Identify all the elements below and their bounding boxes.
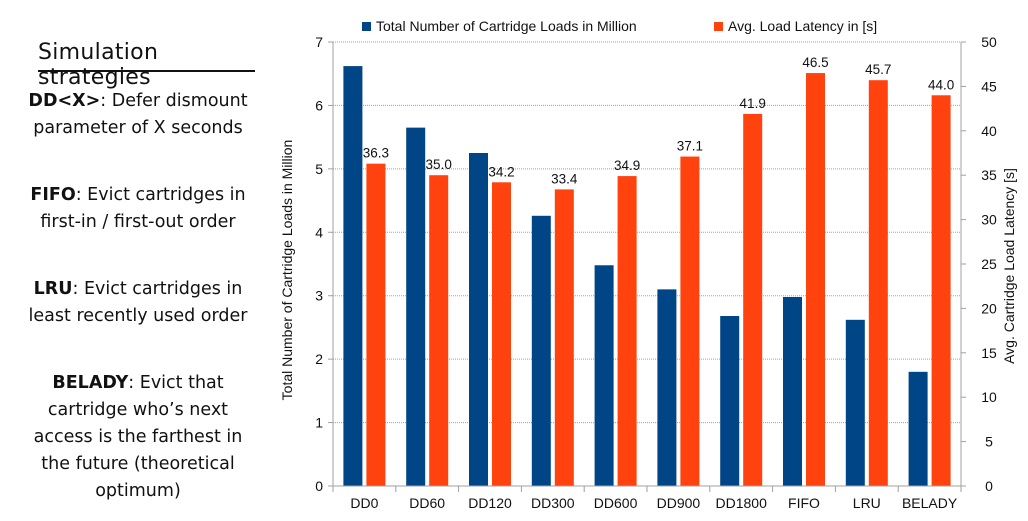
x-tick-label: DD120	[468, 495, 512, 511]
y-tick-label: 4	[315, 224, 323, 240]
data-label: 45.7	[865, 62, 891, 77]
bar-cartridge-loads	[908, 371, 928, 486]
y2-tick-label: 30	[981, 212, 997, 228]
legend-label-cartridge-loads: Total Number of Cartridge Loads in Milli…	[376, 18, 637, 34]
bar-load-latency	[743, 113, 763, 486]
bar-cartridge-loads	[531, 215, 551, 486]
data-label: 37.1	[677, 139, 703, 154]
legend-swatch-cartridge-loads	[362, 22, 371, 31]
strategy-dd: DD<X>: Defer dismount parameter of X sec…	[20, 88, 256, 142]
bar-cartridge-loads	[343, 66, 363, 487]
bar-load-latency	[554, 189, 574, 486]
strategy-name: BELADY	[52, 373, 129, 393]
strategy-name: LRU	[33, 279, 73, 299]
data-label: 33.4	[551, 171, 578, 186]
bar-load-latency	[806, 73, 825, 486]
x-tick-label: DD300	[531, 495, 575, 511]
x-tick-label: DD900	[657, 495, 701, 511]
bar-cartridge-loads	[783, 296, 802, 486]
bar-load-latency	[680, 156, 700, 486]
legend-swatch-load-latency	[714, 22, 723, 31]
y2-tick-label: 35	[981, 167, 997, 183]
x-tick-label: DD1800	[716, 495, 768, 511]
x-tick-label: DD600	[594, 495, 638, 511]
strategy-description: : Defer dismount parameter of X seconds	[33, 91, 248, 138]
data-label: 34.2	[488, 164, 514, 179]
bar-load-latency	[868, 80, 888, 487]
y-tick-label: 0	[315, 478, 323, 494]
strategies-title: Simulation strategies	[38, 40, 159, 90]
strategies-panel: Simulation strategies DD<X>: Defer dismo…	[0, 0, 270, 521]
strategy-name: DD<X>	[28, 91, 101, 111]
y-tick-label: 6	[315, 97, 323, 113]
strategy-name: FIFO	[30, 185, 76, 205]
data-label: 34.9	[614, 158, 640, 173]
title-underline	[38, 70, 255, 72]
strategy-belady: BELADY: Evict that cartridge who’s next …	[20, 370, 256, 505]
y2-axis-title: Avg. Cartridge Load Latency [s]	[1001, 168, 1017, 364]
y2-tick-label: 20	[981, 300, 997, 316]
x-tick-label: DD0	[350, 495, 378, 511]
y2-tick-label: 5	[985, 434, 993, 450]
x-tick-label: LRU	[853, 495, 881, 511]
bar-load-latency	[931, 95, 951, 486]
data-label: 36.3	[363, 146, 389, 161]
y2-tick-label: 0	[985, 478, 993, 494]
y2-tick-label: 10	[981, 389, 997, 405]
bar-cartridge-loads	[406, 127, 426, 486]
strategy-fifo: FIFO: Evict cartridges in first-in / fir…	[20, 182, 256, 236]
bar-cartridge-loads	[845, 319, 865, 486]
strategy-description: : Evict cartridges in least recently use…	[28, 279, 248, 326]
data-label: 35.0	[426, 157, 452, 172]
bar-cartridge-loads	[594, 265, 614, 486]
y2-tick-label: 40	[981, 123, 997, 139]
x-tick-label: DD60	[409, 495, 445, 511]
bar-cartridge-loads	[720, 316, 740, 486]
strategy-description: : Evict that cartridge who’s next access…	[33, 373, 243, 501]
legend-label-load-latency: Avg. Load Latency in [s]	[728, 18, 877, 34]
y2-tick-label: 50	[981, 34, 997, 50]
y-tick-label: 5	[315, 161, 323, 177]
y-tick-label: 1	[315, 415, 323, 431]
data-label: 44.0	[928, 77, 954, 92]
data-label: 46.5	[802, 55, 828, 70]
bar-load-latency	[366, 163, 386, 486]
bar-chart: 36.3 DD0 35.0 DD60 34.2 DD120 33.4 DD300 34.9 DD6…	[279, 18, 1017, 511]
strategy-description: : Evict cartridges in first-in / first-o…	[40, 185, 246, 232]
y-axis-title: Total Number of Cartridge Loads in Milli…	[279, 140, 295, 401]
x-tick-label: FIFO	[788, 495, 820, 511]
y2-tick-label: 15	[981, 345, 997, 361]
x-tick-label: BELADY	[902, 495, 958, 511]
y2-tick-label: 25	[981, 256, 997, 272]
bar-load-latency	[429, 175, 449, 486]
bar-cartridge-loads	[469, 153, 488, 486]
y-tick-label: 7	[315, 34, 323, 50]
y-tick-label: 3	[315, 288, 323, 304]
bar-load-latency	[617, 176, 637, 486]
data-label: 41.9	[740, 96, 766, 111]
y-tick-label: 2	[315, 351, 323, 367]
strategy-lru: LRU: Evict cartridges in least recently …	[20, 276, 256, 330]
bar-cartridge-loads	[657, 289, 677, 486]
bar-load-latency	[492, 182, 511, 486]
y2-tick-label: 45	[981, 78, 997, 94]
